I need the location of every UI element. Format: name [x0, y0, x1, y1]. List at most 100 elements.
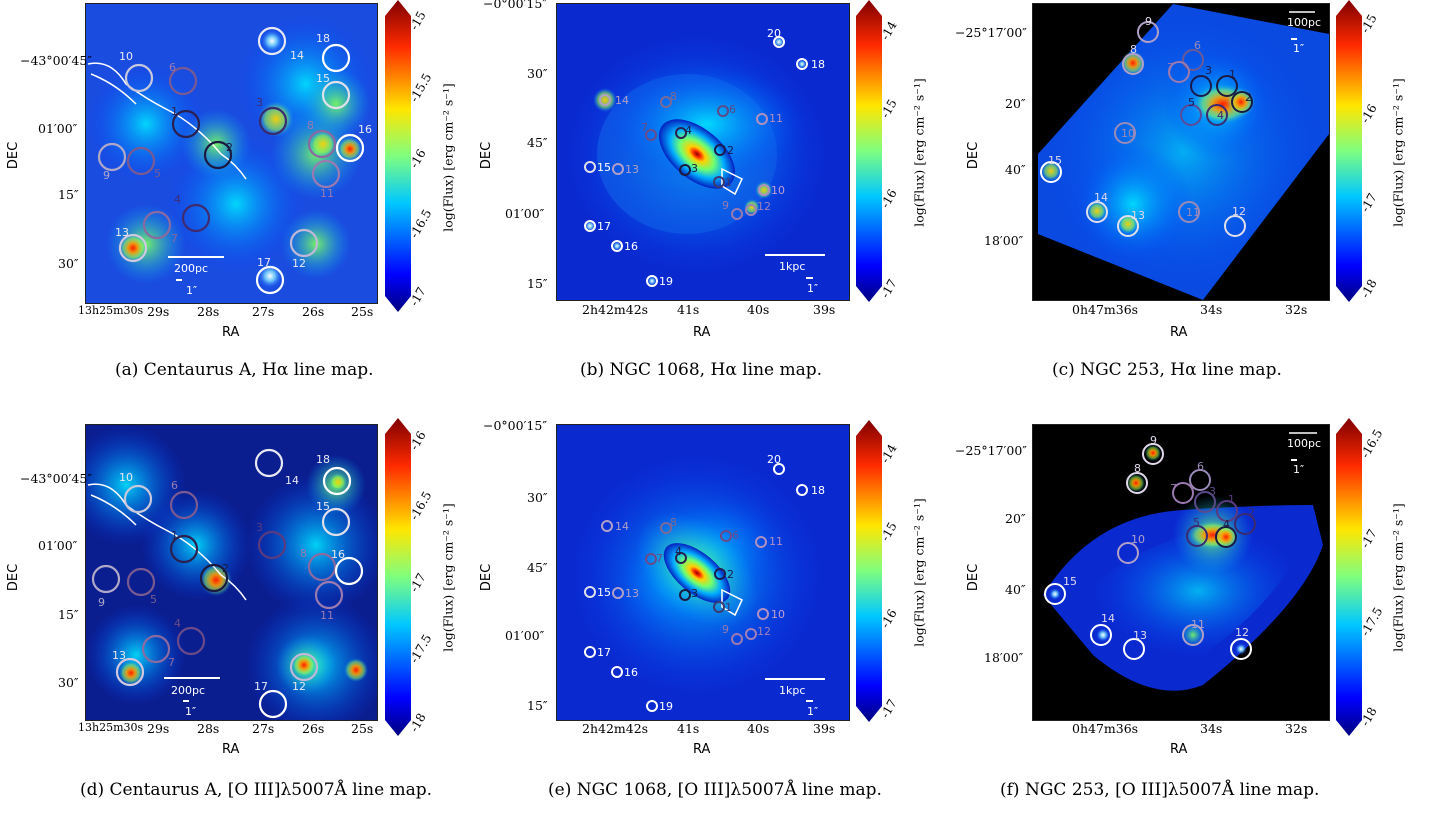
- region-label: 3: [256, 96, 263, 109]
- region-label: 3: [1209, 485, 1216, 498]
- region-label: 20: [767, 453, 781, 466]
- image-c: 9 8 6 7 3 2 1 4 5 10 15 14 13 11 12 100p…: [1032, 3, 1330, 301]
- x-tick: 26s: [302, 304, 325, 319]
- caption-b: (b) NGC 1068, Hα line map.: [580, 360, 823, 380]
- scalebar-label: 1kpc: [779, 684, 805, 697]
- region-label: 11: [320, 187, 334, 200]
- region-label: 6: [169, 61, 176, 74]
- region-a-2: [203, 140, 233, 170]
- region-label: 1: [171, 105, 178, 118]
- region-label: 4: [1217, 109, 1224, 122]
- scalebar-label: 100pc: [1287, 437, 1321, 450]
- region-label: 13: [1133, 629, 1147, 642]
- region-label: 20: [767, 27, 781, 40]
- region-label: 13: [112, 649, 126, 662]
- map-b: 20 18 14 8 6 7 4 2 3 1 15 13 10 9 12 11 …: [557, 4, 849, 300]
- region-a-15: [321, 80, 351, 110]
- y-tick: −25°17′00″: [955, 443, 1027, 458]
- region-label: 11: [1186, 206, 1200, 219]
- region-label: 7: [168, 656, 175, 669]
- scalebar-label: 100pc: [1287, 16, 1321, 29]
- image-e: 20 18 14 8 6 11 7 4 2 3 1 15 13 10 9 12 …: [556, 424, 850, 721]
- x-axis-label: RA: [1170, 325, 1188, 340]
- region-label: 4: [685, 124, 692, 137]
- image-f: 9 8 6 7 3 1 2 4 5 10 15 14 13 11 12 100p…: [1032, 424, 1330, 721]
- x-tick: 2h42m42s: [582, 302, 649, 317]
- y-tick: 20″: [1005, 511, 1026, 526]
- region-label: 1: [725, 601, 732, 614]
- map-c: 9 8 6 7 3 2 1 4 5 10 15 14 13 11 12 100p…: [1033, 4, 1329, 300]
- region-label: 14: [615, 94, 629, 107]
- region-a-18: [321, 43, 351, 73]
- y-tick: −25°17′00″: [955, 25, 1027, 40]
- x-tick: 40s: [747, 721, 770, 736]
- region-label: 6: [171, 479, 178, 492]
- region-label: 11: [769, 535, 783, 548]
- region-label: 13: [625, 163, 639, 176]
- region-a-10: [124, 63, 154, 93]
- region-label: 11: [320, 609, 334, 622]
- colorbar-e: [856, 420, 882, 722]
- colorbar-tick: -15.5: [406, 70, 435, 105]
- colorbar-c: [1336, 0, 1362, 302]
- region-label: 12: [292, 257, 306, 270]
- region-label: 14: [615, 520, 629, 533]
- region-a-14: [257, 26, 287, 56]
- region-label: 12: [757, 625, 771, 638]
- region-label: 8: [670, 516, 677, 529]
- y-tick: 15″: [527, 698, 548, 713]
- region-a-1: [171, 109, 201, 139]
- region-a-12: [289, 228, 319, 258]
- x-tick: 26s: [302, 721, 325, 736]
- region-label: 9: [722, 623, 729, 636]
- colorbar-label: log(Flux) [erg cm⁻² s⁻¹]: [1390, 503, 1406, 652]
- region-label: 12: [1235, 626, 1249, 639]
- region-label: 9: [98, 596, 105, 609]
- map-f: 9 8 6 7 3 1 2 4 5 10 15 14 13 11 12 100p…: [1033, 425, 1329, 720]
- region-label: 14: [285, 474, 299, 487]
- scalebar-label: 1″: [186, 284, 197, 297]
- region-label: 16: [624, 666, 638, 679]
- region-label: 16: [358, 123, 372, 136]
- x-tick: 28s: [197, 304, 220, 319]
- y-tick: 30″: [58, 675, 79, 690]
- region-label: 10: [119, 50, 133, 63]
- x-axis-label: RA: [693, 325, 711, 340]
- caption-f: (f) NGC 253, [O III]λ5007Å line map.: [1000, 780, 1320, 800]
- scalebar-label: 200pc: [171, 684, 205, 697]
- colorbar-tick: -16.5: [406, 206, 435, 241]
- y-axis-label: DEC: [966, 141, 982, 170]
- region-label: 3: [691, 162, 698, 175]
- region-label: 16: [331, 548, 345, 561]
- colorbar-d: [385, 418, 411, 736]
- region-a-9: [97, 142, 127, 172]
- region-label: 10: [771, 608, 785, 621]
- region-label: 6: [1194, 39, 1201, 52]
- colorbar-tick: -16.5: [1357, 426, 1386, 461]
- colorbar-tick: -17.5: [1357, 604, 1386, 639]
- x-tick: 13h25m30s: [78, 721, 144, 734]
- region-a-11: [311, 159, 341, 189]
- region-label: 6: [729, 103, 736, 116]
- map-e: 20 18 14 8 6 11 7 4 2 3 1 15 13 10 9 12 …: [557, 425, 849, 720]
- x-tick: 25s: [351, 304, 374, 319]
- region-label: 17: [257, 256, 271, 269]
- y-axis-label: DEC: [966, 563, 982, 592]
- region-label: 10: [1121, 127, 1135, 140]
- y-tick: 30″: [527, 66, 548, 81]
- x-tick: 28s: [197, 721, 220, 736]
- scalebar-label: 1″: [1293, 463, 1304, 476]
- region-label: 4: [174, 617, 181, 630]
- region-label: 15: [316, 500, 330, 513]
- region-label: 1: [1228, 493, 1235, 506]
- region-a-7: [142, 210, 172, 240]
- x-axis-label: RA: [1170, 742, 1188, 757]
- x-tick: 25s: [351, 721, 374, 736]
- y-axis-label: DEC: [6, 141, 22, 170]
- region-a-17: [255, 265, 285, 295]
- region-a-13: [118, 233, 148, 263]
- x-tick: 27s: [252, 721, 275, 736]
- colorbar-f: [1336, 418, 1362, 736]
- region-a-5: [126, 146, 156, 176]
- region-label: 7: [1167, 61, 1174, 74]
